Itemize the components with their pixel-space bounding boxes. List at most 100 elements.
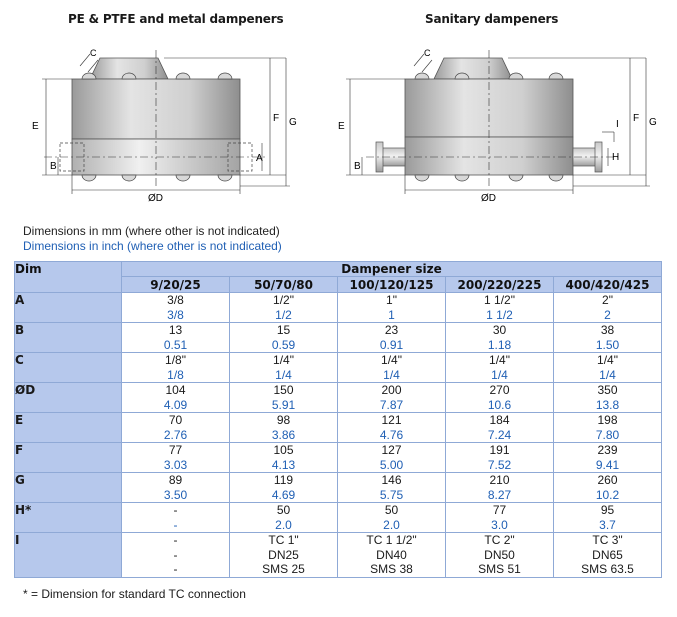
inch-value: 2.76 xyxy=(163,427,188,442)
table-cell: 1 1/2" 1 1/2 xyxy=(445,292,554,323)
inch-value: 10.6 xyxy=(487,397,512,412)
inch-value: 3.86 xyxy=(271,427,296,442)
table-cell: 50 2.0 xyxy=(229,502,338,533)
mm-value: 77 xyxy=(168,443,183,457)
table-cell: 350 13.8 xyxy=(553,382,662,413)
size-header: 50/70/80 xyxy=(229,276,338,293)
inch-value: 1.18 xyxy=(487,337,512,352)
title-sanitary: Sanitary dampeners xyxy=(425,12,559,26)
title-pe-ptfe-metal: PE & PTFE and metal dampeners xyxy=(68,12,284,26)
mm-value: 89 xyxy=(168,473,183,487)
table-cell: 260 10.2 xyxy=(553,472,662,503)
label-g: G xyxy=(649,117,657,128)
mm-value: - xyxy=(173,503,178,517)
mm-value: 1/4" xyxy=(597,353,618,367)
mm-value: 350 xyxy=(597,383,618,397)
mm-value: 150 xyxy=(273,383,294,397)
table-cell: 200 7.87 xyxy=(337,382,446,413)
note-dimensions-mm: Dimensions in mm (where other is not ind… xyxy=(23,224,280,238)
row-label: G xyxy=(14,472,122,503)
inch-value: 1 1/2 xyxy=(486,307,513,322)
table-cell: 95 3.7 xyxy=(553,502,662,533)
mm-value: 1" xyxy=(386,293,397,307)
connection-value: SMS 25 xyxy=(262,562,305,576)
inch-value: 10.2 xyxy=(595,487,620,502)
label-e: E xyxy=(32,121,39,132)
table-cell: 146 5.75 xyxy=(337,472,446,503)
connection-value: TC 2" xyxy=(484,533,515,547)
mm-value: 70 xyxy=(168,413,183,427)
inch-value: 0.91 xyxy=(379,337,404,352)
inch-value: 0.51 xyxy=(163,337,188,352)
connection-value: TC 1 1/2" xyxy=(366,533,417,547)
mm-value: 1/4" xyxy=(273,353,294,367)
row-label: I xyxy=(14,532,122,578)
size-header: 9/20/25 xyxy=(121,276,230,293)
table-cell: 104 4.09 xyxy=(121,382,230,413)
inch-value: 4.76 xyxy=(379,427,404,442)
table-cell: 184 7.24 xyxy=(445,412,554,443)
table-cell: 1/8" 1/8 xyxy=(121,352,230,383)
mm-value: 1/8" xyxy=(165,353,186,367)
table-cell: 1/4" 1/4 xyxy=(445,352,554,383)
size-header: 200/220/225 xyxy=(445,276,554,293)
label-b: B xyxy=(354,161,361,172)
inch-value: 5.91 xyxy=(271,397,296,412)
inch-value: 1 xyxy=(388,307,395,322)
inch-value: 1/2 xyxy=(275,307,292,322)
table-cell: 89 3.50 xyxy=(121,472,230,503)
table-cell: 1/4" 1/4 xyxy=(553,352,662,383)
inch-value: 3/8 xyxy=(167,307,184,322)
table-cell: 3/8 3/8 xyxy=(121,292,230,323)
table-row: E 70 2.76 98 3.86 121 4.76 184 7.24 198 7.80 xyxy=(14,412,662,443)
mm-value: 198 xyxy=(597,413,618,427)
table-cell: -- xyxy=(121,502,230,533)
mm-value: 104 xyxy=(165,383,186,397)
inch-value: 3.7 xyxy=(599,517,616,532)
top-cone xyxy=(433,57,513,80)
inch-value: 1/4 xyxy=(383,367,400,382)
mm-value: 191 xyxy=(489,443,510,457)
inch-value: 5.00 xyxy=(379,457,404,472)
label-i: I xyxy=(616,119,619,130)
mm-value: 38 xyxy=(600,323,615,337)
mm-value: 1/2" xyxy=(273,293,294,307)
table-cell: 50 2.0 xyxy=(337,502,446,533)
table-row: B 13 0.51 15 0.59 23 0.91 30 1.18 38 1.50 xyxy=(14,322,662,353)
inch-value: - xyxy=(173,517,178,532)
row-label: ØD xyxy=(14,382,122,413)
table-cell: 30 1.18 xyxy=(445,322,554,353)
table-cell: 1/2" 1/2 xyxy=(229,292,338,323)
mm-value: 105 xyxy=(273,443,294,457)
connection-value: DN40 xyxy=(376,547,407,562)
table-cell: 1/4" 1/4 xyxy=(229,352,338,383)
connection-value: DN50 xyxy=(484,547,515,562)
label-e: E xyxy=(338,121,345,132)
table-cell: 98 3.86 xyxy=(229,412,338,443)
inch-value: 7.24 xyxy=(487,427,512,442)
table-cell: 2" 2 xyxy=(553,292,662,323)
label-f: F xyxy=(273,113,279,124)
inch-value: 2.0 xyxy=(275,517,292,532)
mm-value: 13 xyxy=(168,323,183,337)
table-row: C 1/8" 1/8 1/4" 1/4 1/4" 1/4 1/4" 1/4 1/4" 1/4 xyxy=(14,352,662,383)
table-cell: 38 1.50 xyxy=(553,322,662,353)
mm-value: 3/8 xyxy=(167,293,184,307)
table-cell: 150 5.91 xyxy=(229,382,338,413)
label-c: C xyxy=(424,48,431,58)
connection-value: - xyxy=(173,562,178,576)
mm-value: 210 xyxy=(489,473,510,487)
mm-value: 15 xyxy=(276,323,291,337)
mm-value: 23 xyxy=(384,323,399,337)
inch-value: 7.52 xyxy=(487,457,512,472)
inch-value: 5.75 xyxy=(379,487,404,502)
table-cell: 210 8.27 xyxy=(445,472,554,503)
inch-value: 7.87 xyxy=(379,397,404,412)
label-c: C xyxy=(90,48,97,58)
connection-value: SMS 51 xyxy=(478,562,521,576)
label-od: ØD xyxy=(148,193,163,204)
mm-value: 1 1/2" xyxy=(484,293,515,307)
table-cell: 121 4.76 xyxy=(337,412,446,443)
table-cell: 270 10.6 xyxy=(445,382,554,413)
inch-value: 1/4 xyxy=(599,367,616,382)
